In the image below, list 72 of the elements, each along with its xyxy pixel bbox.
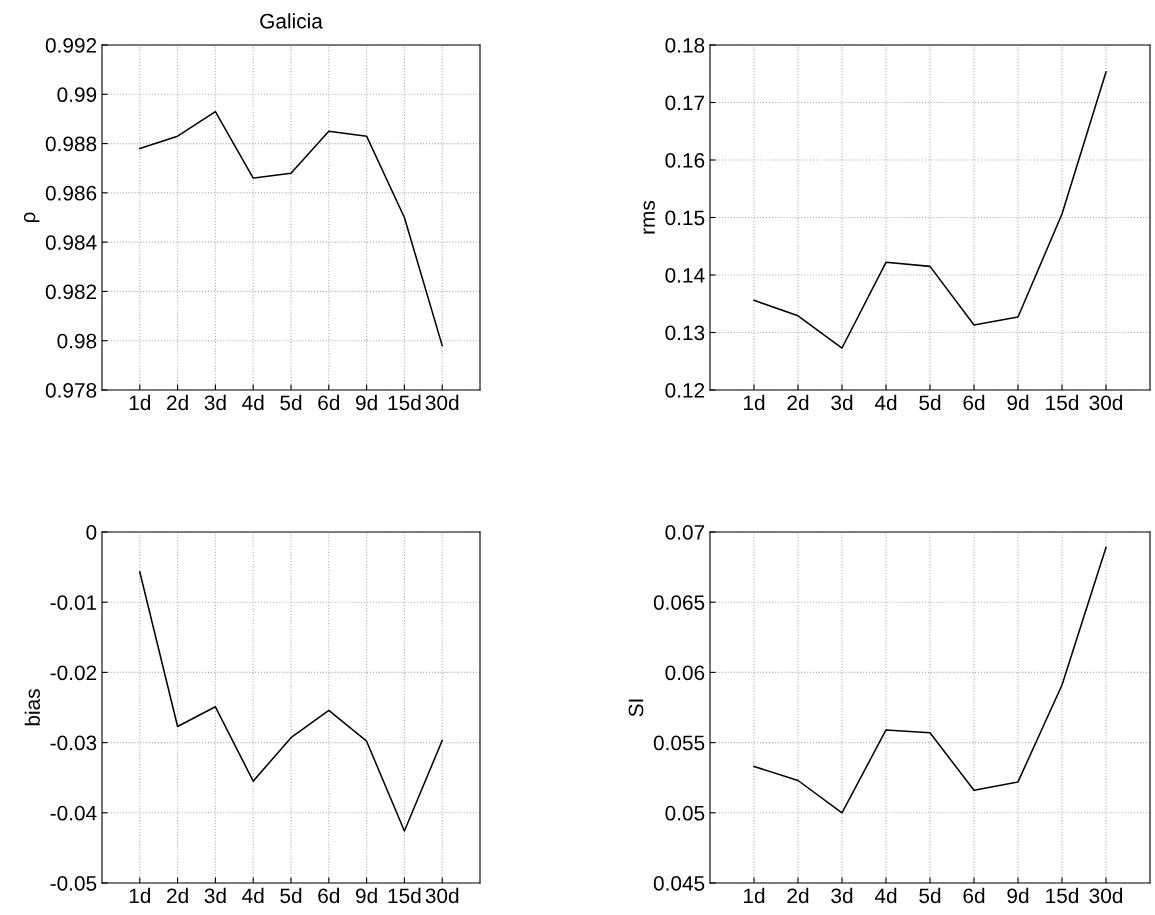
y-tick-label: 0.992 bbox=[45, 38, 97, 53]
x-tick-label: 6d bbox=[963, 887, 985, 904]
x-tick-label: 1d bbox=[744, 887, 765, 904]
line-series bbox=[753, 71, 1107, 349]
x-tick-label: 30d bbox=[425, 394, 459, 411]
y-tick-label: 0 bbox=[86, 525, 97, 540]
y-tick-label: 0.14 bbox=[665, 268, 705, 283]
x-tick-label: 4d bbox=[874, 394, 897, 411]
x-tick-label: 15d bbox=[1046, 887, 1079, 904]
y-tick-label: 0.06 bbox=[665, 665, 705, 681]
x-tick-label: 30d bbox=[1089, 887, 1123, 904]
x-tick-label: 1d bbox=[129, 887, 151, 904]
x-tick-label: 3d bbox=[831, 887, 853, 904]
y-tick-label: -0.05 bbox=[50, 876, 97, 891]
x-tick-label: 5d bbox=[280, 394, 302, 411]
line-series bbox=[139, 110, 443, 347]
y-tick-label: 0.16 bbox=[665, 153, 705, 168]
y-tick-label: -0.03 bbox=[50, 735, 97, 751]
x-tick-label: 30d bbox=[1089, 394, 1123, 411]
y-tick-label: -0.02 bbox=[50, 665, 97, 681]
x-tick-label: 4d bbox=[874, 887, 897, 904]
y-axis-title: rms bbox=[643, 200, 655, 234]
x-tick-label: 3d bbox=[204, 887, 226, 904]
x-tick-label: 15d bbox=[1046, 394, 1079, 411]
y-tick-label: 0.982 bbox=[45, 284, 97, 300]
x-tick-label: 5d bbox=[280, 887, 302, 904]
y-tick-label: 0.98 bbox=[57, 333, 97, 349]
y-axis-title: bias bbox=[24, 689, 40, 726]
y-tick-label: -0.01 bbox=[50, 595, 97, 610]
y-tick-label: -0.04 bbox=[50, 805, 97, 821]
y-tick-label: 0.17 bbox=[665, 95, 705, 111]
x-tick-label: 3d bbox=[831, 394, 853, 411]
x-tick-label: 6d bbox=[318, 887, 340, 904]
x-tick-label: 9d bbox=[355, 887, 377, 904]
x-tick-label: 15d bbox=[388, 887, 421, 904]
y-tick-label: 0.13 bbox=[665, 325, 705, 341]
x-tick-label: 4d bbox=[242, 394, 264, 411]
y-tick-label: 0.984 bbox=[45, 235, 97, 250]
x-tick-label: 5d bbox=[919, 887, 941, 904]
x-tick-label: 2d bbox=[787, 394, 809, 411]
y-tick-label: 0.065 bbox=[653, 595, 705, 610]
x-tick-label: 9d bbox=[1007, 887, 1029, 904]
x-tick-label: 2d bbox=[167, 887, 188, 904]
y-axis-title: SI bbox=[628, 699, 644, 717]
x-tick-label: 6d bbox=[963, 394, 985, 411]
y-tick-label: 0.055 bbox=[653, 735, 705, 751]
x-tick-label: 2d bbox=[787, 887, 809, 904]
y-axis-title: ρ bbox=[23, 212, 40, 223]
y-tick-label: 0.988 bbox=[45, 136, 97, 152]
x-tick-label: 1d bbox=[744, 394, 765, 411]
y-tick-label: 0.986 bbox=[45, 185, 97, 201]
y-tick-label: 0.18 bbox=[665, 38, 705, 53]
x-tick-label: 6d bbox=[318, 394, 340, 411]
y-tick-label: 0.99 bbox=[57, 87, 97, 103]
y-tick-label: 0.12 bbox=[665, 383, 705, 398]
x-tick-label: 15d bbox=[388, 394, 421, 411]
x-tick-label: 4d bbox=[242, 887, 264, 904]
y-tick-label: 0.07 bbox=[665, 525, 705, 540]
x-tick-label: 9d bbox=[355, 394, 377, 411]
x-tick-label: 9d bbox=[1007, 394, 1029, 411]
x-tick-label: 2d bbox=[167, 394, 188, 411]
x-tick-label: 5d bbox=[919, 394, 941, 411]
line-series bbox=[139, 571, 443, 832]
chart-title: Galicia bbox=[260, 13, 323, 29]
y-tick-label: 0.045 bbox=[653, 876, 705, 891]
x-tick-label: 3d bbox=[204, 394, 226, 411]
line-series bbox=[753, 546, 1107, 814]
y-tick-label: 0.978 bbox=[45, 383, 97, 398]
x-tick-label: 30d bbox=[425, 887, 459, 904]
x-tick-label: 1d bbox=[129, 394, 151, 411]
y-tick-label: 0.15 bbox=[665, 210, 705, 226]
y-tick-label: 0.05 bbox=[665, 805, 705, 821]
